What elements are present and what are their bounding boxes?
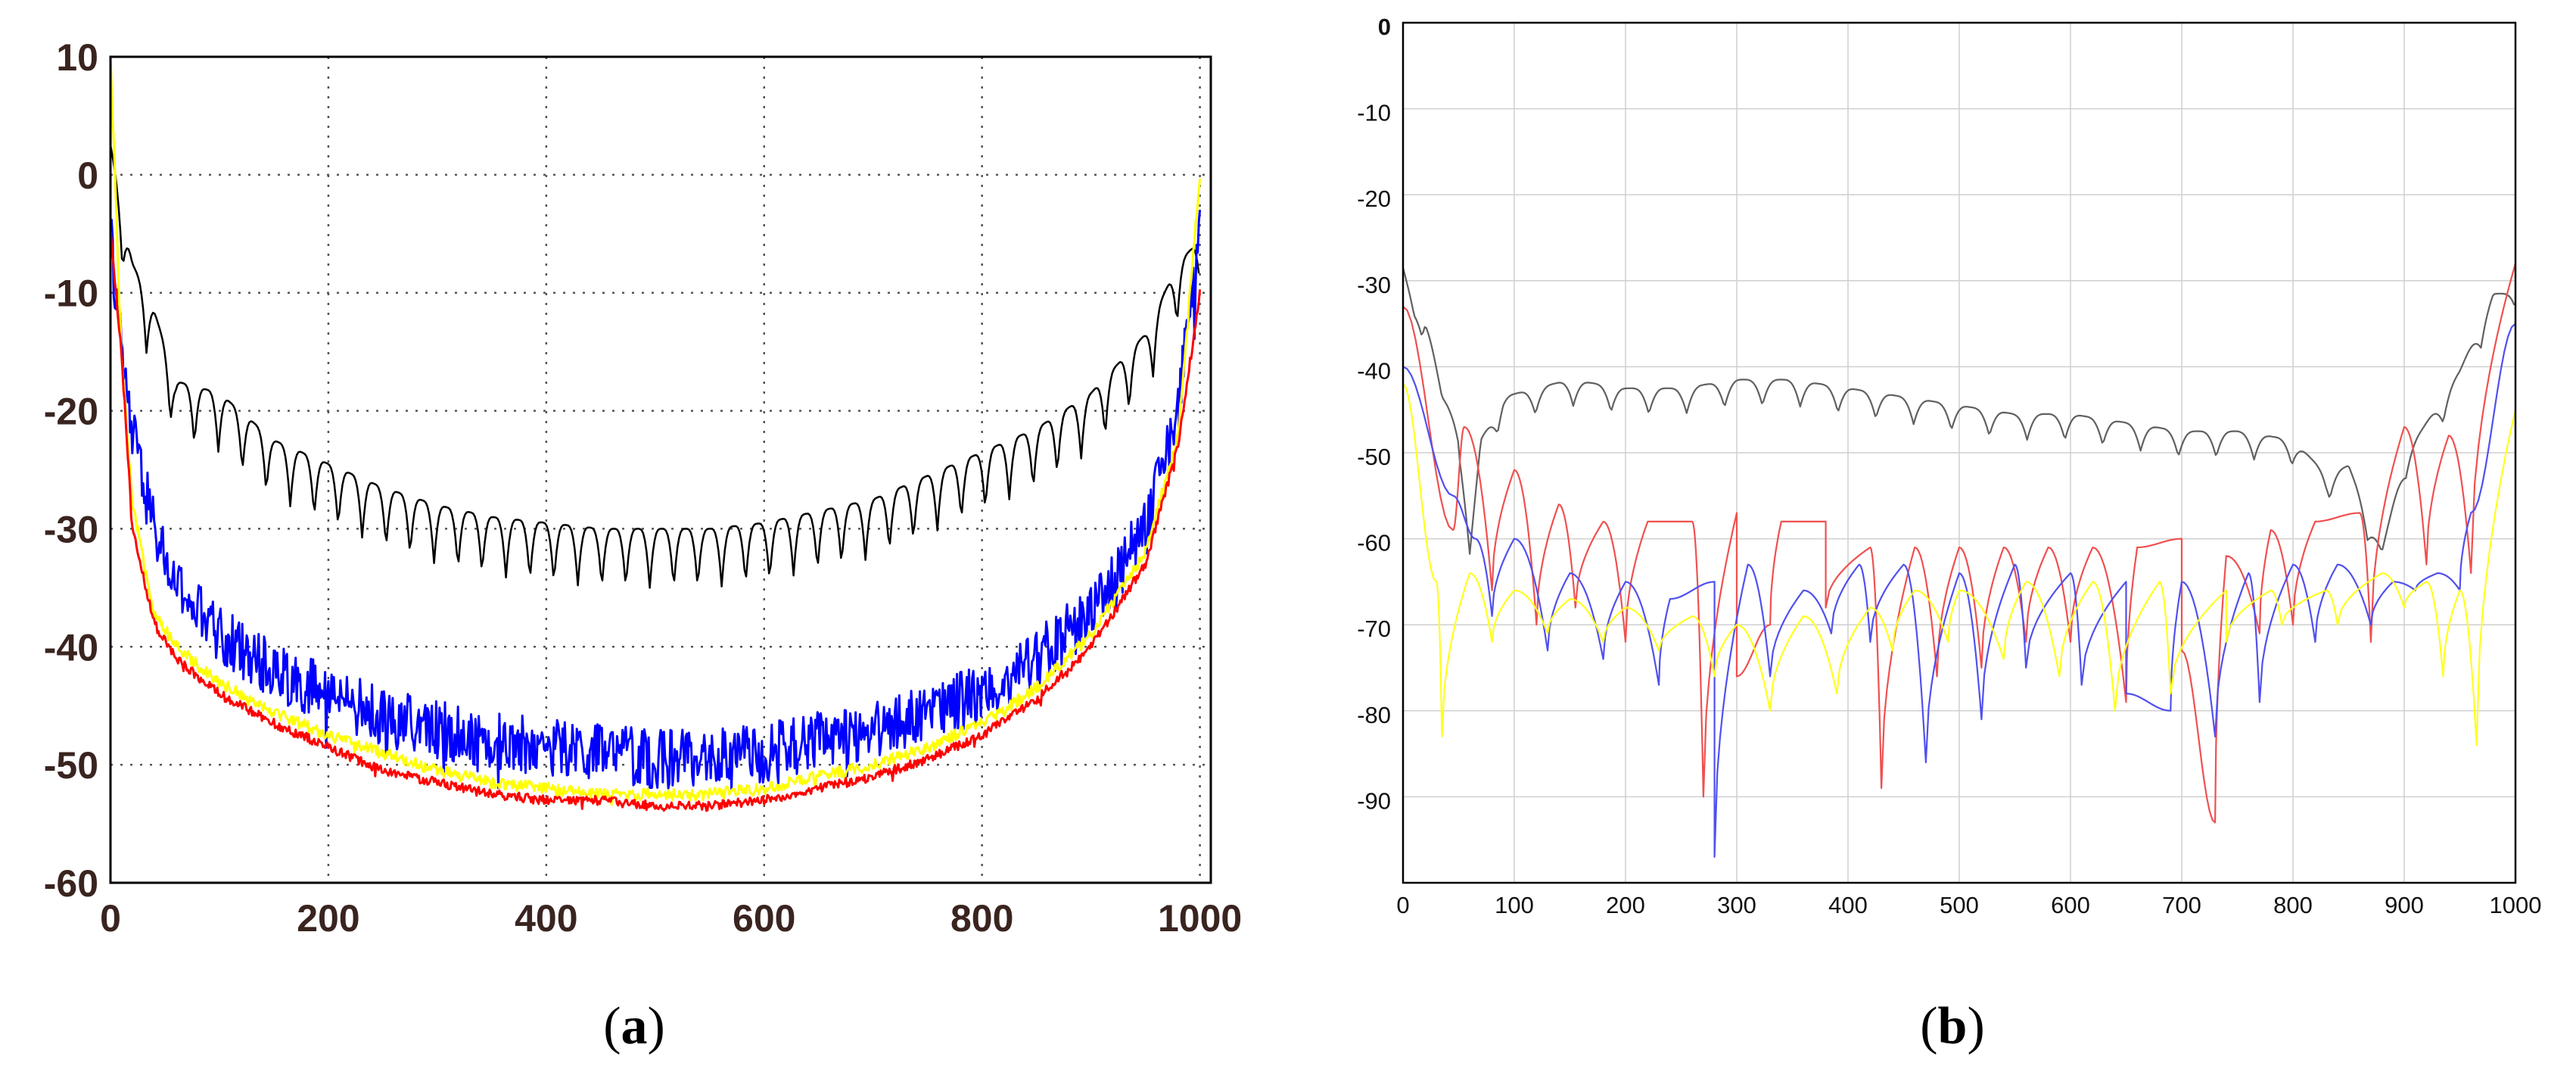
chart-b-y-ticks: 0 -10 -20 -30 -40 -50 -60 -70 -80 -90 xyxy=(1357,14,1391,814)
chart-b-x-tick-label: 1000 xyxy=(2490,892,2542,918)
chart-b-series xyxy=(1402,263,2517,858)
chart-b-x-tick-label: 800 xyxy=(2273,892,2313,918)
chart-b-y-tick-label: -20 xyxy=(1357,185,1391,212)
chart-a-y-tick-label: 0 xyxy=(77,154,98,197)
caption-a: (a) xyxy=(603,997,665,1055)
chart-a-y-tick-label: -10 xyxy=(44,273,98,315)
caption-b: (b) xyxy=(1920,997,1985,1055)
chart-a-series-yellow xyxy=(109,56,1202,806)
chart-a-x-ticks: 0 200 400 600 800 1000 xyxy=(100,897,1242,940)
chart-a-series xyxy=(109,56,1202,812)
chart-a-y-tick-label: -50 xyxy=(44,744,98,787)
chart-a-y-tick-label: -20 xyxy=(44,391,98,433)
chart-b-series-red xyxy=(1402,263,2517,824)
chart-b-y-tick-label: 0 xyxy=(1378,14,1391,40)
chart-a-frame xyxy=(109,55,1212,884)
chart-b-y-tick-label: -70 xyxy=(1357,616,1391,642)
chart-b-x-tick-label: 0 xyxy=(1396,892,1409,918)
chart-b-y-tick-label: -60 xyxy=(1357,530,1391,556)
chart-b-x-tick-label: 100 xyxy=(1495,892,1534,918)
chart-a-x-tick-label: 800 xyxy=(950,897,1013,940)
chart-b-x-tick-label: 900 xyxy=(2385,892,2424,918)
chart-b-series-yellow xyxy=(1402,383,2517,747)
chart-a-x-tick-label: 1000 xyxy=(1158,897,1242,940)
chart-b-y-tick-label: -80 xyxy=(1357,702,1391,728)
chart-b-series-black xyxy=(1402,267,2515,555)
chart-a-series-blue xyxy=(109,209,1202,790)
chart-b-y-tick-label: -40 xyxy=(1357,357,1391,384)
chart-a-y-tick-label: -40 xyxy=(44,626,98,669)
chart-a: 0 200 400 600 800 1000 10 0 -10 -20 -30 -40 -50 -60 xyxy=(44,36,1242,940)
chart-b-x-tick-label: 700 xyxy=(2162,892,2201,918)
chart-b-x-tick-label: 400 xyxy=(1828,892,1868,918)
chart-a-y-tick-label: -60 xyxy=(44,862,98,905)
chart-b-y-tick-label: -90 xyxy=(1357,787,1391,814)
chart-a-x-tick-label: 200 xyxy=(297,897,359,940)
chart-b-y-tick-label: -30 xyxy=(1357,272,1391,298)
chart-a-x-tick-label: 400 xyxy=(515,897,577,940)
chart-a-series-red xyxy=(109,230,1202,812)
chart-b-grid xyxy=(1403,23,2515,883)
chart-b-x-tick-label: 600 xyxy=(2051,892,2090,918)
chart-b: 0 100 200 300 400 500 600 700 800 900 1000 0 -10 -20… xyxy=(1357,14,2541,918)
chart-b-x-tick-label: 500 xyxy=(1940,892,1979,918)
chart-b-x-ticks: 0 100 200 300 400 500 600 700 800 900 1000 xyxy=(1396,892,2541,918)
chart-a-y-ticks: 10 0 -10 -20 -30 -40 -50 -60 xyxy=(44,36,98,905)
chart-a-x-tick-label: 0 xyxy=(100,897,121,940)
chart-a-x-tick-label: 600 xyxy=(733,897,795,940)
chart-b-x-tick-label: 200 xyxy=(1606,892,1645,918)
chart-a-series-black xyxy=(109,145,1200,589)
chart-a-y-tick-label: -30 xyxy=(44,508,98,550)
chart-b-frame xyxy=(1402,21,2517,884)
chart-b-y-tick-label: -50 xyxy=(1357,444,1391,470)
chart-b-x-tick-label: 300 xyxy=(1717,892,1756,918)
chart-b-y-tick-label: -10 xyxy=(1357,100,1391,126)
chart-a-y-tick-label: 10 xyxy=(56,36,98,79)
